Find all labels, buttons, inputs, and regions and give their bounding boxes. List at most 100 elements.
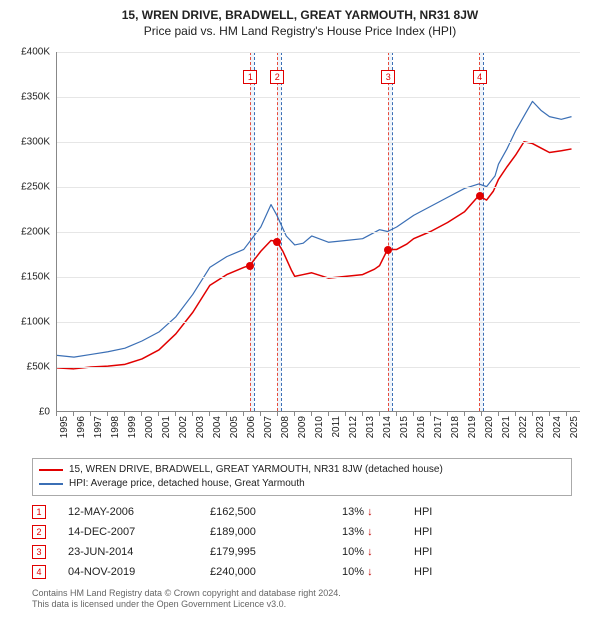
arrow-down-icon: ↓: [367, 566, 373, 578]
legend: 15, WREN DRIVE, BRADWELL, GREAT YARMOUTH…: [32, 458, 572, 496]
tx-vs: HPI: [414, 506, 474, 518]
title-sub: Price paid vs. HM Land Registry's House …: [0, 24, 600, 38]
xtick-label: 2025: [569, 416, 580, 438]
ytick-label: £300K: [6, 137, 50, 148]
xtick-mark: [362, 412, 363, 416]
plot-area: 12 3 4: [56, 52, 580, 412]
xtick-label: 2014: [382, 416, 393, 438]
xtick-mark: [566, 412, 567, 416]
gridline-h: [57, 277, 580, 278]
sale-marker-box: 3: [381, 70, 395, 84]
gridline-h: [57, 232, 580, 233]
ytick-label: £350K: [6, 92, 50, 103]
tx-vs: HPI: [414, 566, 474, 578]
tx-number-box: 1: [32, 505, 46, 519]
xtick-mark: [209, 412, 210, 416]
xtick-mark: [277, 412, 278, 416]
legend-swatch: [39, 483, 63, 485]
xtick-mark: [56, 412, 57, 416]
tx-vs: HPI: [414, 546, 474, 558]
xtick-mark: [243, 412, 244, 416]
xtick-mark: [158, 412, 159, 416]
gridline-h: [57, 187, 580, 188]
xtick-label: 2012: [348, 416, 359, 438]
xtick-label: 1996: [76, 416, 87, 438]
xtick-mark: [124, 412, 125, 416]
xtick-label: 2024: [552, 416, 563, 438]
xtick-label: 1995: [59, 416, 70, 438]
transaction-row: 404-NOV-2019£240,00010% ↓HPI: [32, 562, 572, 582]
xtick-mark: [141, 412, 142, 416]
tx-date: 23-JUN-2014: [68, 546, 198, 558]
tx-number-box: 4: [32, 565, 46, 579]
tx-price: £240,000: [210, 566, 330, 578]
arrow-down-icon: ↓: [367, 526, 373, 538]
ytick-label: £400K: [6, 47, 50, 58]
tx-price: £162,500: [210, 506, 330, 518]
xtick-mark: [107, 412, 108, 416]
tx-price: £179,995: [210, 546, 330, 558]
arrow-down-icon: ↓: [367, 506, 373, 518]
transaction-row: 112-MAY-2006£162,50013% ↓HPI: [32, 502, 572, 522]
ytick-label: £50K: [6, 362, 50, 373]
legend-item: HPI: Average price, detached house, Grea…: [39, 477, 565, 491]
xtick-label: 2018: [450, 416, 461, 438]
xtick-label: 2020: [484, 416, 495, 438]
xtick-label: 2023: [535, 416, 546, 438]
tx-pct: 10% ↓: [342, 546, 402, 558]
xtick-label: 2016: [416, 416, 427, 438]
title-area: 15, WREN DRIVE, BRADWELL, GREAT YARMOUTH…: [0, 0, 600, 38]
transaction-row: 3 23-JUN-2014 £179,995 10% ↓ HPI: [32, 542, 572, 562]
gridline-h: [57, 322, 580, 323]
sale-marker-box: 2: [270, 70, 284, 84]
xtick-mark: [311, 412, 312, 416]
xtick-label: 2006: [246, 416, 257, 438]
xtick-mark: [73, 412, 74, 416]
xtick-label: 2022: [518, 416, 529, 438]
xtick-label: 2021: [501, 416, 512, 438]
tx-pct: 13% ↓: [342, 506, 402, 518]
xtick-mark: [413, 412, 414, 416]
xtick-label: 2000: [144, 416, 155, 438]
ytick-label: £150K: [6, 272, 50, 283]
xtick-label: 2002: [178, 416, 189, 438]
xtick-label: 2001: [161, 416, 172, 438]
xtick-label: 2005: [229, 416, 240, 438]
sale-marker-dot: [476, 192, 484, 200]
tx-pct: 10% ↓: [342, 566, 402, 578]
ytick-label: £0: [6, 407, 50, 418]
xtick-mark: [532, 412, 533, 416]
xtick-mark: [430, 412, 431, 416]
footer: Contains HM Land Registry data © Crown c…: [32, 588, 572, 610]
xtick-mark: [379, 412, 380, 416]
xtick-label: 2003: [195, 416, 206, 438]
footer-line-2: This data is licensed under the Open Gov…: [32, 599, 572, 610]
sale-marker-box: 4: [473, 70, 487, 84]
xtick-label: 1999: [127, 416, 138, 438]
xtick-label: 2011: [331, 416, 342, 438]
xtick-mark: [396, 412, 397, 416]
tx-number-box: 3: [32, 545, 46, 559]
legend-label: HPI: Average price, detached house, Grea…: [69, 477, 305, 491]
chart: 1234 £0£50K£100K£150K£200K£250K£300K£350…: [10, 46, 590, 450]
sale-marker-dot: [384, 246, 392, 254]
tx-vs: HPI: [414, 526, 474, 538]
xtick-mark: [515, 412, 516, 416]
sale-marker-box: 1: [243, 70, 257, 84]
xtick-label: 1998: [110, 416, 121, 438]
legend-item: 15, WREN DRIVE, BRADWELL, GREAT YARMOUTH…: [39, 463, 565, 477]
xtick-label: 2019: [467, 416, 478, 438]
tx-price: £189,000: [210, 526, 330, 538]
xtick-mark: [447, 412, 448, 416]
transaction-row: 214-DEC-2007£189,00013% ↓HPI: [32, 522, 572, 542]
xtick-label: 2009: [297, 416, 308, 438]
xtick-label: 2008: [280, 416, 291, 438]
tx-date: 14-DEC-2007: [68, 526, 198, 538]
xtick-label: 2004: [212, 416, 223, 438]
footer-line-1: Contains HM Land Registry data © Crown c…: [32, 588, 572, 599]
ytick-label: £200K: [6, 227, 50, 238]
xtick-mark: [481, 412, 482, 416]
xtick-mark: [549, 412, 550, 416]
xtick-mark: [345, 412, 346, 416]
xtick-mark: [175, 412, 176, 416]
